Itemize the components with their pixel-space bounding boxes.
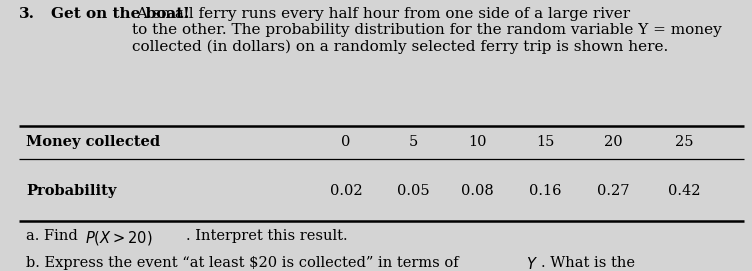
Text: 0.27: 0.27 [596,184,629,198]
Text: $P(X > 20)$: $P(X > 20)$ [85,229,153,247]
Text: . What is the: . What is the [541,256,635,270]
Text: 0: 0 [341,135,350,149]
Text: 0.02: 0.02 [329,184,362,198]
Text: b. Express the event “at least $20 is collected” in terms of: b. Express the event “at least $20 is co… [26,256,463,270]
Text: Probability: Probability [26,184,117,198]
Text: Get on the boat!: Get on the boat! [51,7,190,21]
Text: 0.42: 0.42 [668,184,701,198]
Text: 3.: 3. [19,7,35,21]
Text: Money collected: Money collected [26,135,160,149]
Text: 25: 25 [675,135,693,149]
Text: . Interpret this result.: . Interpret this result. [186,229,348,243]
Text: A small ferry runs every half hour from one side of a large river
to the other. : A small ferry runs every half hour from … [132,7,721,54]
Text: a. Find: a. Find [26,229,83,243]
Text: 10: 10 [468,135,487,149]
Text: 5: 5 [409,135,418,149]
Text: $Y$: $Y$ [526,256,538,271]
Text: 20: 20 [604,135,622,149]
Text: 0.08: 0.08 [461,184,494,198]
Text: 15: 15 [536,135,554,149]
Text: 0.05: 0.05 [397,184,430,198]
Text: 0.16: 0.16 [529,184,562,198]
